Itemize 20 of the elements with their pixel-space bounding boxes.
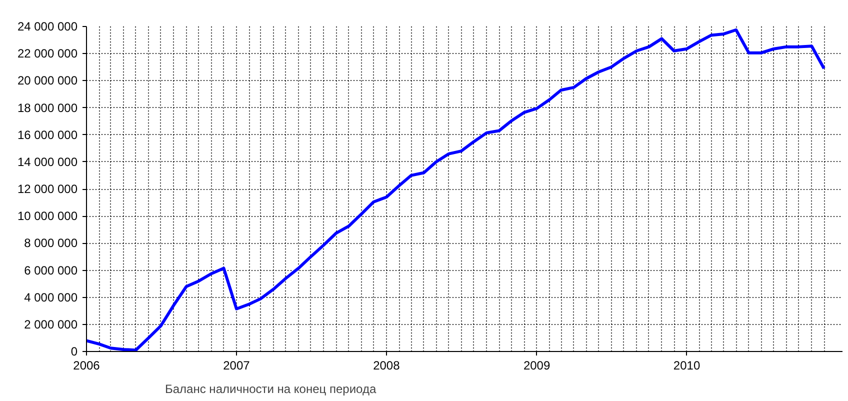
x-tick-label: 2008 — [373, 358, 400, 372]
y-tick-label: 10 000 000 — [17, 209, 78, 224]
x-tick-label: 2010 — [673, 358, 700, 372]
y-tick-label: 20 000 000 — [17, 74, 78, 88]
y-tick-label: 18 000 000 — [17, 100, 78, 115]
y-tick-label: 24 000 000 — [17, 20, 78, 34]
x-tick-label: 2009 — [523, 358, 550, 372]
x-tick-label: 2007 — [223, 358, 250, 372]
x-tick-label: 2006 — [73, 358, 100, 372]
y-tick-label: 4 000 000 — [24, 290, 78, 304]
y-tick-label: 6 000 000 — [24, 263, 78, 278]
y-tick-label: 2 000 000 — [24, 317, 78, 332]
y-tick-label: 14 000 000 — [17, 154, 78, 169]
y-tick-label: 12 000 000 — [17, 182, 78, 196]
y-tick-label: 0 — [70, 344, 78, 358]
y-tick-label: 22 000 000 — [17, 46, 78, 61]
line-series — [86, 28, 826, 352]
text: Баланс наличности на конец периода — [165, 382, 376, 396]
y-tick-label: 16 000 000 — [17, 128, 78, 142]
y-tick-label: 8 000 000 — [24, 236, 78, 250]
